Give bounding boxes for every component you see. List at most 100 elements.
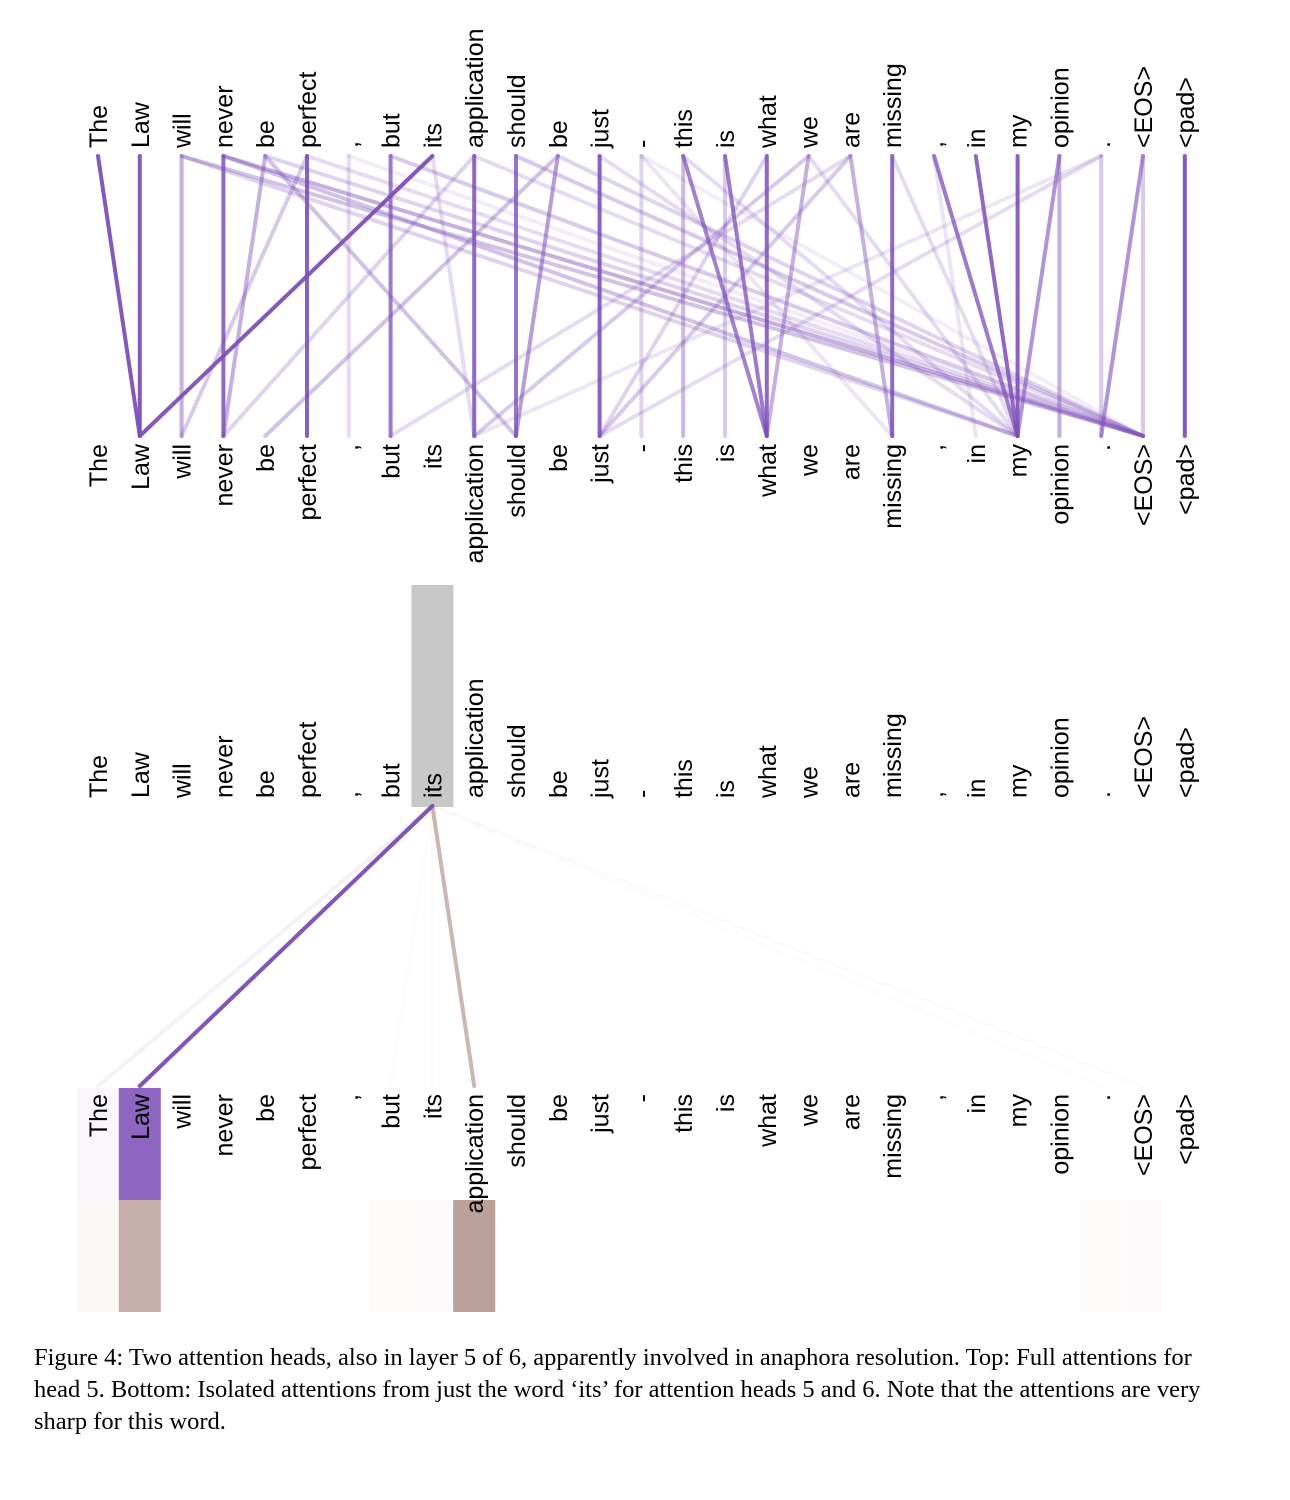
token-label: -: [628, 444, 656, 452]
top-upper-token-labels: The Law will never be perfect, but its applicati…: [85, 28, 1200, 149]
head6-attention-line: [432, 806, 1143, 1086]
top-attention-lines: [96, 154, 1187, 438]
token-label: never: [210, 444, 238, 507]
attention-line: [932, 154, 978, 438]
attention-line: [221, 154, 1145, 438]
token-label: opinion: [1046, 444, 1074, 525]
token-label: ,: [921, 791, 949, 798]
attention-line: [179, 154, 309, 438]
token-label: .: [1088, 141, 1116, 148]
token-label: in: [963, 1094, 991, 1113]
attention-line: [1015, 154, 1062, 438]
token-label: my: [1005, 444, 1033, 478]
token-label: The: [85, 755, 113, 798]
attention-line: [597, 154, 1104, 438]
bottom-upper-token-labels: The Law will never be perfect, but its applicati…: [85, 678, 1200, 799]
token-label: be: [252, 444, 280, 472]
token-label: be: [252, 120, 280, 148]
token-label: Law: [127, 443, 155, 490]
token-label: .: [1088, 1094, 1116, 1101]
token-label: opinion: [1046, 717, 1074, 798]
token-label: -: [628, 140, 656, 148]
token-label: never: [210, 735, 238, 798]
head6-attention-line: [430, 804, 477, 1088]
token-label: ,: [921, 141, 949, 148]
token-label: this: [670, 1094, 698, 1133]
token-label: in: [963, 779, 991, 798]
token-label: but: [378, 444, 406, 479]
attention-line: [681, 154, 769, 438]
attention-line: [1099, 154, 1145, 438]
attention-line: [597, 154, 853, 438]
token-label: is: [712, 130, 740, 148]
token-label: <EOS>: [1130, 66, 1158, 148]
figure-caption: Figure 4: Two attention heads, also in l…: [34, 1344, 1201, 1435]
token-label: should: [503, 444, 531, 518]
token-label: application: [461, 1094, 489, 1214]
attention-line: [472, 154, 1145, 438]
token-label: <EOS>: [1130, 716, 1158, 798]
token-label: The: [85, 1094, 113, 1137]
token-label: .: [1088, 444, 1116, 451]
token-label: will: [169, 113, 197, 149]
token-label: but: [378, 1094, 406, 1129]
token-label: but: [378, 113, 406, 148]
token-label: Law: [127, 1093, 155, 1140]
token-label: its: [419, 1094, 447, 1119]
attention-line: [221, 154, 477, 438]
source-token-highlight: [411, 585, 454, 807]
attention-line: [848, 154, 895, 438]
head5-heat-box: [118, 1088, 161, 1200]
attention-line: [221, 154, 268, 438]
token-label: we: [796, 1094, 824, 1127]
token-label: we: [796, 766, 824, 799]
head6-attention-line: [391, 806, 433, 1086]
token-label: application: [461, 678, 489, 798]
attention-line: [514, 154, 1145, 438]
head5-attention-line: [137, 804, 435, 1088]
token-label: perfect: [294, 722, 322, 798]
attention-line: [263, 154, 1145, 438]
token-label: just: [587, 109, 615, 149]
attention-line: [179, 154, 1145, 438]
token-label: perfect: [294, 1094, 322, 1170]
token-label: perfect: [294, 72, 322, 148]
token-label: will: [169, 1094, 197, 1130]
token-label: my: [1005, 764, 1033, 798]
token-label: -: [628, 1094, 656, 1102]
attention-line: [806, 154, 1020, 438]
token-label: missing: [879, 444, 907, 529]
token-label: this: [670, 109, 698, 148]
token-label: <pad>: [1172, 77, 1200, 148]
token-label: should: [503, 1094, 531, 1168]
token-label: should: [503, 74, 531, 148]
token-label: be: [252, 1094, 280, 1122]
token-label: what: [754, 1094, 782, 1148]
token-label: is: [712, 780, 740, 798]
token-label: this: [670, 444, 698, 483]
attention-line: [723, 154, 769, 438]
token-label: perfect: [294, 444, 322, 520]
token-label: its: [419, 444, 447, 469]
token-label: will: [169, 763, 197, 799]
token-label: ,: [921, 1094, 949, 1101]
token-label: is: [712, 444, 740, 462]
token-label: are: [837, 112, 865, 148]
token-label: we: [796, 444, 824, 477]
bottom-lower-token-labels: The Law will never be perfect, but its applicati…: [85, 1093, 1200, 1213]
head5-attention-line: [96, 804, 435, 1088]
token-label: my: [1005, 1094, 1033, 1128]
token-label: ,: [336, 1094, 364, 1101]
attention-line: [388, 154, 853, 438]
token-label: Law: [127, 101, 155, 148]
head6-heat-box: [370, 1200, 412, 1312]
token-label: The: [85, 444, 113, 487]
token-label: its: [419, 123, 447, 148]
attention-line: [932, 154, 1020, 438]
token-label: -: [628, 790, 656, 798]
token-label: just: [587, 759, 615, 799]
token-label: is: [712, 1094, 740, 1112]
token-label: <pad>: [1172, 444, 1200, 515]
attention-line: [681, 154, 1020, 438]
token-label: its: [419, 773, 447, 798]
